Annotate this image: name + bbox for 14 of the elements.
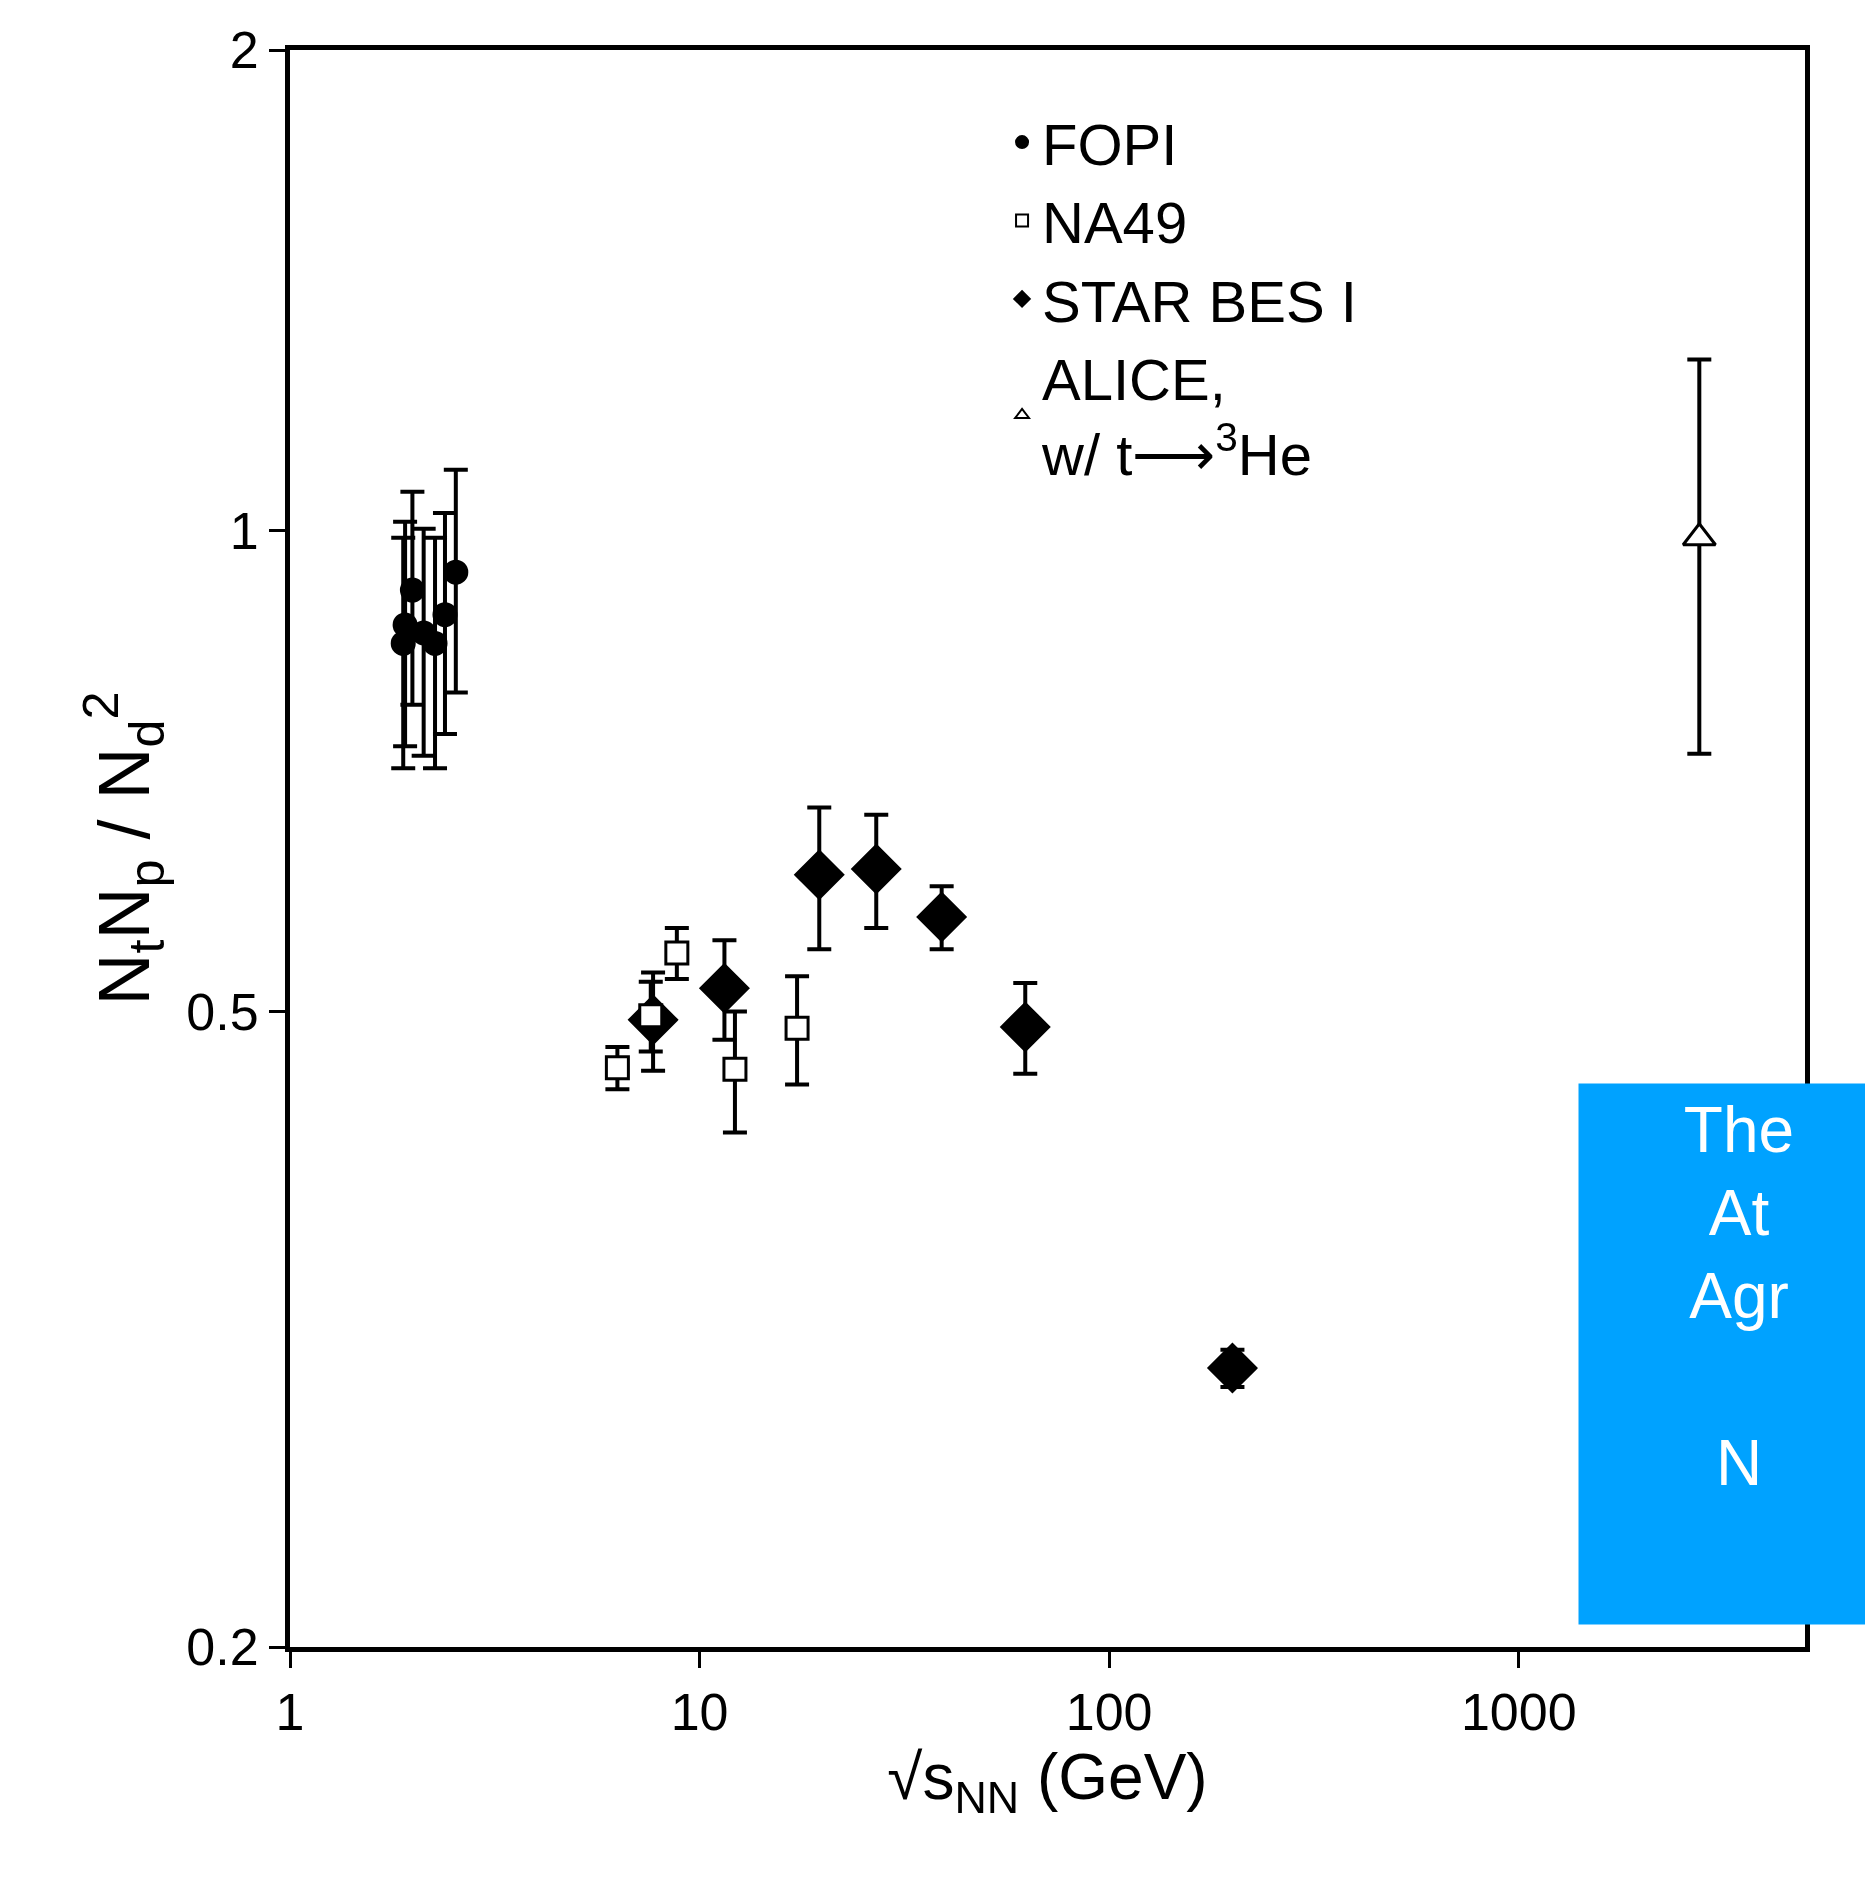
x-tick-label: 100: [1065, 1683, 1153, 1742]
legend-label: NA49: [1042, 190, 1188, 256]
legend-label: STAR BES I: [1042, 268, 1357, 334]
x-axis-title: √s$_{NN}$ (GeV): [887, 1741, 1208, 1822]
y-tick-label: 0.5: [186, 982, 259, 1041]
y-tick-label: 2: [229, 21, 259, 80]
x-tick-label: 1: [275, 1683, 305, 1742]
x-tick-label: 10: [670, 1683, 729, 1742]
y-tick-label: 0.2: [186, 1618, 259, 1677]
y-tick-label: 1: [229, 501, 259, 560]
text: The At Agr N: [1683, 1094, 1795, 1499]
legend-label: FOPI: [1042, 111, 1178, 177]
legend-label: ALICE, w/ t⟶$^{3}$He: [1041, 346, 1313, 488]
x-tick-label: 1000: [1460, 1683, 1577, 1742]
